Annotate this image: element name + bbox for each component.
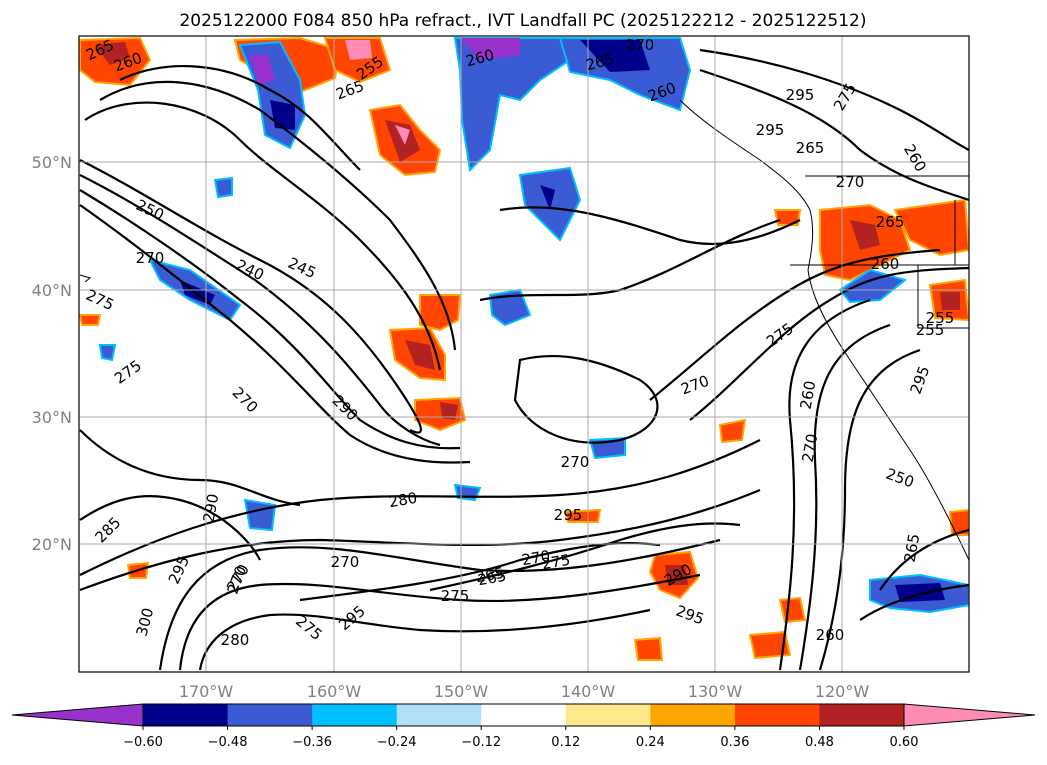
contour-label: 260 xyxy=(797,379,820,410)
lat-label: 40°N xyxy=(32,281,72,300)
contour-label: 290 xyxy=(200,492,223,523)
lat-label: 50°N xyxy=(32,153,72,172)
coastlines xyxy=(79,99,969,561)
contour-label: 275 xyxy=(441,587,470,605)
contour-label: 260 xyxy=(816,626,845,644)
colorbar-segment xyxy=(396,704,482,726)
lon-label: 140°W xyxy=(561,682,616,701)
colorbar-tick-label: 0.24 xyxy=(636,735,665,750)
contour-label: 270 xyxy=(331,553,360,571)
colorbar-segment xyxy=(565,704,651,726)
contour-label: 270 xyxy=(836,173,865,191)
contour-label: 255 xyxy=(926,309,955,327)
colorbar-segments xyxy=(11,703,1036,727)
contour-label: 265 xyxy=(901,532,924,563)
contour-label: 295 xyxy=(554,506,583,524)
colorbar-outline xyxy=(142,703,905,727)
colorbar-tick-label: −0.12 xyxy=(461,735,501,750)
contour-label: 295 xyxy=(756,121,785,139)
colorbar-tick-label: 0.12 xyxy=(551,735,580,750)
contour-label: 265 xyxy=(474,564,505,587)
contour-label: 270 xyxy=(561,453,590,471)
colorbar-tick-label: 0.36 xyxy=(720,735,749,750)
contour-label: 270 xyxy=(520,547,551,570)
lon-label: 150°W xyxy=(434,682,489,701)
colorbar-tick-label: 0.60 xyxy=(890,735,919,750)
political-borders xyxy=(790,175,969,329)
colorbar-segment xyxy=(481,704,567,726)
lon-label: 130°W xyxy=(688,682,743,701)
lon-label: 170°W xyxy=(179,682,234,701)
colorbar-tick-label: −0.60 xyxy=(123,735,163,750)
lon-axis: 170°W 160°W 150°W 140°W 130°W 120°W xyxy=(179,682,870,701)
lat-axis: 50°N 40°N 30°N 20°N xyxy=(32,153,72,554)
plot-title: 2025122000 F084 850 hPa refract., IVT La… xyxy=(179,11,866,31)
colorbar-arrow-right xyxy=(903,703,1036,727)
colorbar-tick-label: 0.48 xyxy=(805,735,834,750)
colorbar-segment xyxy=(227,704,313,726)
contour-label: 260 xyxy=(871,255,900,273)
lat-label: 20°N xyxy=(32,535,72,554)
colorbar-arrow-left xyxy=(11,703,144,727)
contour-label: 265 xyxy=(796,139,825,157)
colorbar: −0.60 −0.48 −0.36 −0.24 −0.12 0.12 0.24 0.36 0.4… xyxy=(11,703,1036,750)
lon-label: 120°W xyxy=(815,682,870,701)
contour-label: 270 xyxy=(799,432,822,463)
gridlines xyxy=(79,36,969,672)
contour-label: 280 xyxy=(387,489,418,512)
lon-label: 160°W xyxy=(307,682,362,701)
contour-label: 280 xyxy=(221,631,250,649)
contour-label: 265 xyxy=(876,213,905,231)
contour-label: 295 xyxy=(786,86,815,104)
colorbar-tick-label: −0.36 xyxy=(292,735,332,750)
colorbar-tick-label: −0.24 xyxy=(377,735,417,750)
colorbar-segment xyxy=(312,704,398,726)
colorbar-tick-label: −0.48 xyxy=(208,735,248,750)
shaded-regions xyxy=(79,36,969,661)
colorbar-segment xyxy=(819,704,905,726)
colorbar-ticks: −0.60 −0.48 −0.36 −0.24 −0.12 0.12 0.24 0.36 0.4… xyxy=(123,726,918,750)
contour-label: 255 xyxy=(916,321,945,339)
colorbar-segment xyxy=(734,704,820,726)
map-frame xyxy=(78,35,970,673)
colorbar-segment xyxy=(143,704,229,726)
contour-label: 265 xyxy=(476,567,507,590)
contour-label: 270 xyxy=(626,36,655,54)
map-background xyxy=(79,36,969,672)
contour-label: 270 xyxy=(136,249,165,267)
lat-label: 30°N xyxy=(32,408,72,427)
colorbar-segment xyxy=(650,704,736,726)
contour-label: 275 xyxy=(540,551,571,574)
